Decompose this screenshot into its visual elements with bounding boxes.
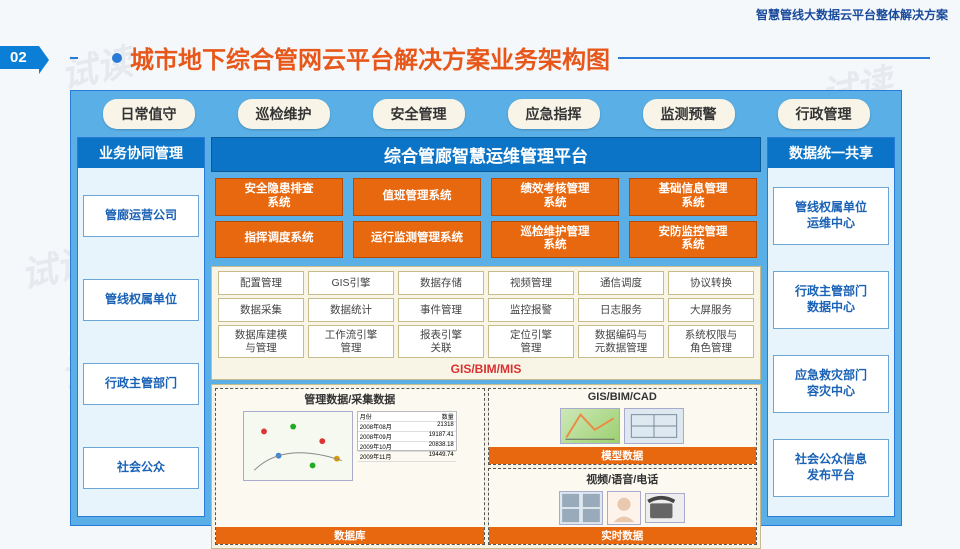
module-box: 数据库建模与管理 [218, 325, 304, 358]
system-box: 指挥调度系统 [215, 221, 343, 259]
right-item: 管线权属单位运维中心 [773, 187, 889, 244]
section-badge: 02 [0, 46, 39, 69]
module-box: 视频管理 [488, 271, 574, 295]
architecture-diagram: 日常值守 巡检维护 安全管理 应急指挥 监测预警 行政管理 业务协同管理 管廊运… [70, 90, 902, 526]
system-box: 值班管理系统 [353, 178, 481, 216]
data-cell-model: GIS/BIM/CAD 模型数据 [488, 388, 758, 465]
cell-title: 视频/语音/电话 [489, 469, 757, 489]
title-row: 城市地下综合管网云平台解决方案业务架构图 [70, 40, 930, 75]
system-box: 基础信息管理系统 [629, 178, 757, 216]
center-title: 综合管廊智慧运维管理平台 [211, 137, 761, 172]
data-cell-realtime: 视频/语音/电话 实时数据 [488, 468, 758, 545]
left-item: 管廊运营公司 [83, 195, 199, 237]
right-item: 社会公众信息发布平台 [773, 439, 889, 496]
category-pill: 监测预警 [643, 99, 735, 129]
right-item: 应急救灾部门容灾中心 [773, 355, 889, 412]
module-box: GIS引擎 [308, 271, 394, 295]
data-cell-manage: 管理数据/采集数据 月份数量 2008年08月2 [215, 388, 485, 545]
video-thumbnail-icon [559, 491, 603, 525]
right-column: 数据统一共享 管线权属单位运维中心 行政主管部门数据中心 应急救灾部门容灾中心 … [767, 137, 895, 517]
module-box: 配置管理 [218, 271, 304, 295]
module-box: 协议转换 [668, 271, 754, 295]
left-column: 业务协同管理 管廊运营公司 管线权属单位 行政主管部门 社会公众 [77, 137, 205, 517]
cell-foot: 数据库 [216, 527, 484, 544]
operator-thumbnail-icon [607, 491, 641, 525]
cell-title: 管理数据/采集数据 [216, 389, 484, 409]
system-box: 巡检维护管理系统 [491, 221, 619, 259]
module-box: 监控报警 [488, 298, 574, 322]
module-box: 通信调度 [578, 271, 664, 295]
system-box: 安全隐患排查系统 [215, 178, 343, 216]
systems-zone: 安全隐患排查系统 值班管理系统 绩效考核管理系统 基础信息管理系统 指挥调度系统… [211, 176, 761, 262]
module-box: 日志服务 [578, 298, 664, 322]
category-pill: 日常值守 [103, 99, 195, 129]
cad-thumbnail-icon [624, 408, 684, 444]
module-box: 定位引擎管理 [488, 325, 574, 358]
cell-foot: 实时数据 [489, 527, 757, 544]
modules-zone: 配置管理 GIS引擎 数据存储 视频管理 通信调度 协议转换 数据采集 数据统计… [211, 266, 761, 380]
left-item: 社会公众 [83, 447, 199, 489]
module-box: 系统权限与角色管理 [668, 325, 754, 358]
title-line [618, 57, 930, 59]
gis-label: GIS/BIM/MIS [218, 358, 754, 379]
gis-thumbnail-icon [560, 408, 620, 444]
system-box: 绩效考核管理系统 [491, 178, 619, 216]
module-box: 数据采集 [218, 298, 304, 322]
system-box: 运行监测管理系统 [353, 221, 481, 259]
map-thumbnail-icon [243, 411, 353, 481]
cell-foot: 模型数据 [489, 447, 757, 464]
right-item: 行政主管部门数据中心 [773, 271, 889, 328]
title-dot-icon [112, 53, 122, 63]
module-box: 报表引擎关联 [398, 325, 484, 358]
title-line [70, 57, 78, 59]
right-column-title: 数据统一共享 [768, 138, 894, 168]
page-title: 城市地下综合管网云平台解决方案业务架构图 [130, 40, 610, 75]
left-item: 行政主管部门 [83, 363, 199, 405]
module-box: 工作流引擎管理 [308, 325, 394, 358]
category-pill: 安全管理 [373, 99, 465, 129]
cell-title: GIS/BIM/CAD [489, 389, 757, 405]
center-column: 综合管廊智慧运维管理平台 安全隐患排查系统 值班管理系统 绩效考核管理系统 基础… [211, 137, 761, 517]
top-category-row: 日常值守 巡检维护 安全管理 应急指挥 监测预警 行政管理 [71, 91, 901, 135]
category-pill: 巡检维护 [238, 99, 330, 129]
left-item: 管线权属单位 [83, 279, 199, 321]
left-column-title: 业务协同管理 [78, 138, 204, 168]
module-box: 大屏服务 [668, 298, 754, 322]
data-sources-zone: GIS/BIM/CAD 模型数据 管理数据/采集数据 [211, 384, 761, 549]
category-pill: 应急指挥 [508, 99, 600, 129]
module-box: 事件管理 [398, 298, 484, 322]
phone-thumbnail-icon [645, 493, 685, 523]
module-box: 数据编码与元数据管理 [578, 325, 664, 358]
category-pill: 行政管理 [778, 99, 870, 129]
module-box: 数据统计 [308, 298, 394, 322]
system-box: 安防监控管理系统 [629, 221, 757, 259]
header-subtitle: 智慧管线大数据云平台整体解决方案 [756, 6, 948, 23]
module-box: 数据存储 [398, 271, 484, 295]
data-table: 月份数量 2008年08月21318 2008年09月19187.41 2009… [357, 411, 457, 451]
